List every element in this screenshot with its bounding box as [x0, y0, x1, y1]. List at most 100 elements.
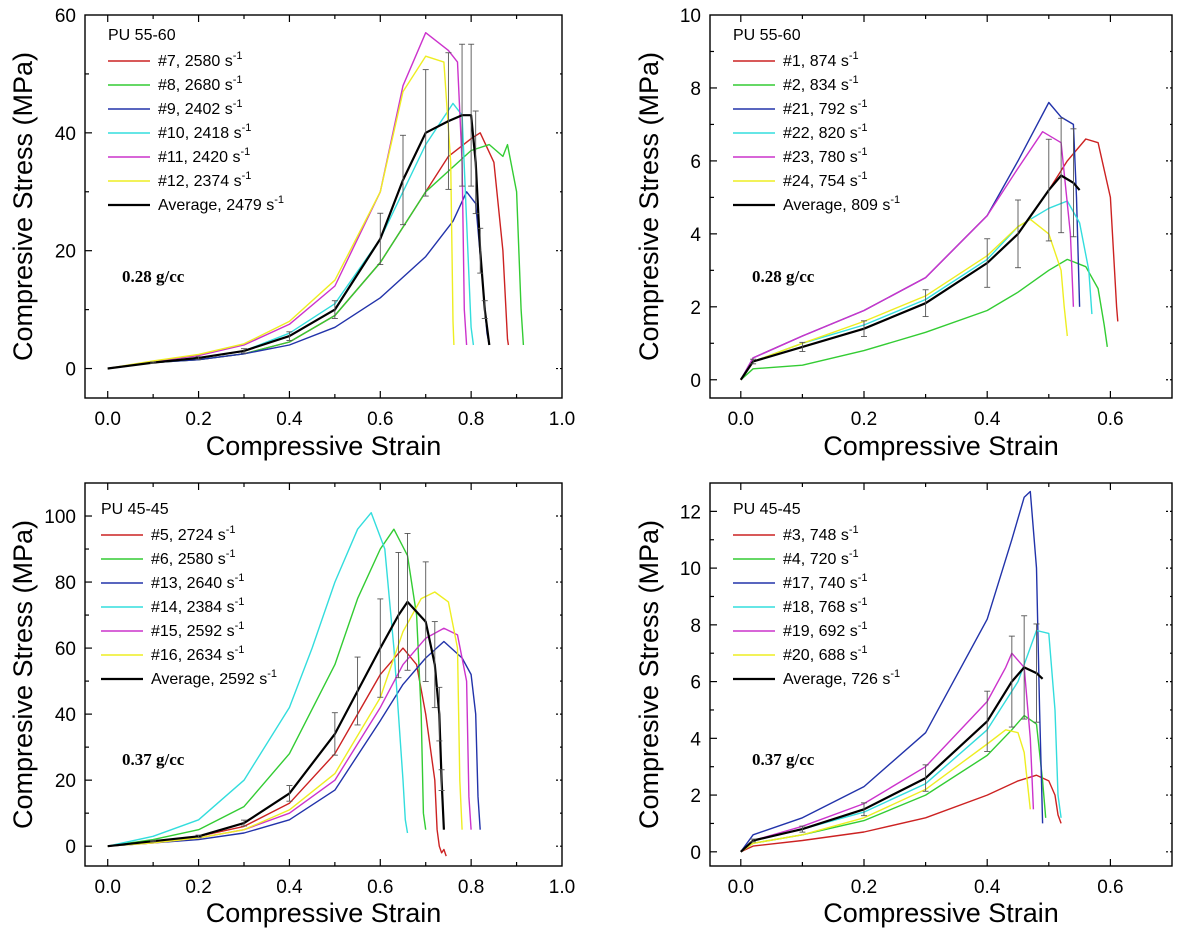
legend-label: #19, 692 s-1 [783, 620, 868, 640]
legend-unit-exponent: -1 [849, 524, 859, 536]
legend-unit: s [234, 173, 242, 190]
series-line-3-748 [740, 774, 1062, 853]
legend-series-name: #17, 740 [783, 575, 845, 592]
legend-unit-exponent: -1 [240, 146, 250, 158]
legend-unit-exponent: -1 [242, 122, 252, 134]
x-tick-label: 0.2 [851, 409, 877, 430]
x-tick-label: 0.6 [1097, 877, 1123, 898]
series-line-2-834 [740, 258, 1108, 381]
legend-label: #10, 2418 s-1 [158, 122, 251, 142]
y-tick-label: 8 [690, 616, 701, 637]
legend-unit: s [841, 77, 849, 94]
legend-label: #22, 820 s-1 [783, 122, 868, 142]
legend-unit: s [259, 671, 267, 688]
legend-unit-exponent: -1 [858, 98, 868, 110]
legend-title: PU 45-45 [733, 501, 801, 518]
plot-frame [709, 482, 1173, 867]
legend-unit: s [850, 575, 858, 592]
series-line-23-780 [740, 131, 1075, 381]
series-group [107, 32, 525, 370]
y-tick-label: 100 [44, 507, 76, 528]
series-group [739, 101, 1119, 381]
series-line-17-740 [740, 490, 1044, 853]
y-tick-label: 12 [680, 502, 701, 523]
legend-label: #14, 2384 s-1 [151, 596, 244, 616]
legend-unit-exponent: -1 [274, 194, 284, 206]
x-tick-label: 0.6 [1097, 409, 1123, 430]
legend-series-name: #3, 748 [783, 527, 836, 544]
legend-series-name: #9, 2402 [158, 101, 220, 118]
legend-label: #8, 2680 s-1 [158, 74, 243, 94]
x-tick-label: 0.0 [95, 409, 121, 430]
legend-unit: s [218, 527, 226, 544]
y-tick-label: 60 [55, 6, 76, 27]
x-tick-label: 0.4 [276, 409, 303, 430]
y-tick-label: 6 [690, 152, 701, 173]
legend-unit: s [841, 527, 849, 544]
x-axis-title: Compressive Strain [206, 431, 442, 461]
legend-unit: s [266, 197, 274, 214]
legend-label: #1, 874 s-1 [783, 50, 859, 70]
x-tick-label: 0.6 [367, 409, 393, 430]
legend-unit: s [850, 173, 858, 190]
legend-unit-exponent: -1 [242, 170, 252, 182]
legend-unit: s [850, 647, 858, 664]
legend-unit-exponent: -1 [858, 644, 868, 656]
legend-series-name: #19, 692 [783, 623, 845, 640]
legend-unit: s [227, 599, 235, 616]
series-line-14-2384 [107, 512, 409, 847]
x-tick-label: 1.0 [549, 409, 575, 430]
legend-series-name: #18, 768 [783, 599, 845, 616]
density-annotation: 0.28 g/cc [752, 267, 815, 286]
x-tick-label: 0.4 [974, 877, 1001, 898]
y-tick-label: 6 [690, 673, 701, 694]
x-tick-label: 1.0 [549, 877, 575, 898]
y-tick-label: 10 [680, 6, 701, 27]
legend-label: Average, 726 s-1 [783, 668, 900, 688]
legend-unit-exponent: -1 [226, 524, 236, 536]
y-tick-label: 2 [690, 786, 701, 807]
x-tick-label: 0.4 [276, 877, 303, 898]
y-tick-label: 0 [65, 837, 76, 858]
legend-label: #7, 2580 s-1 [158, 50, 243, 70]
legend-label: #4, 720 s-1 [783, 548, 859, 568]
series-line-24-754 [740, 218, 1068, 381]
legend-unit: s [882, 197, 890, 214]
legend-series-name: #2, 834 [783, 77, 836, 94]
y-tick-label: 20 [55, 242, 76, 263]
legend-unit: s [850, 125, 858, 142]
legend-label: #13, 2640 s-1 [151, 572, 244, 592]
x-tick-label: 0.4 [974, 409, 1001, 430]
legend-series-name: #24, 754 [783, 173, 845, 190]
legend-label: #2, 834 s-1 [783, 74, 859, 94]
legend-series-name: #7, 2580 [158, 53, 220, 70]
legend-series-name: #8, 2680 [158, 77, 220, 94]
legend-label: #17, 740 s-1 [783, 572, 868, 592]
series-line-21-792 [740, 101, 1081, 381]
legend: PU 55-60#7, 2580 s-1#8, 2680 s-1#9, 2402… [108, 27, 284, 214]
y-tick-label: 2 [690, 298, 701, 319]
plot-frame [84, 482, 563, 867]
legend-unit-exponent: -1 [858, 146, 868, 158]
legend-title: PU 45-45 [101, 501, 169, 518]
y-tick-label: 60 [55, 639, 76, 660]
legend-unit-exponent: -1 [849, 50, 859, 62]
legend-series-name: #14, 2384 [151, 599, 222, 616]
legend-series-name: #22, 820 [783, 125, 845, 142]
legend-unit-exponent: -1 [235, 596, 245, 608]
legend-label: #12, 2374 s-1 [158, 170, 251, 190]
series-line-average-726 [740, 666, 1044, 853]
series-line-22-820 [740, 200, 1093, 381]
y-tick-label: 4 [690, 729, 701, 750]
legend-series-name: Average, 2592 [151, 671, 255, 688]
legend-series-name: #20, 688 [783, 647, 845, 664]
x-tick-label: 0.6 [367, 877, 393, 898]
y-tick-label: 40 [55, 124, 76, 145]
plot-frame [84, 14, 563, 399]
legend-unit: s [227, 623, 235, 640]
y-axis-title: Compresive Stress (MPa) [634, 520, 664, 829]
x-tick-label: 0.8 [458, 409, 484, 430]
legend-label: #15, 2592 s-1 [151, 620, 244, 640]
y-axis-title: Compresive Stress (MPa) [8, 52, 38, 361]
